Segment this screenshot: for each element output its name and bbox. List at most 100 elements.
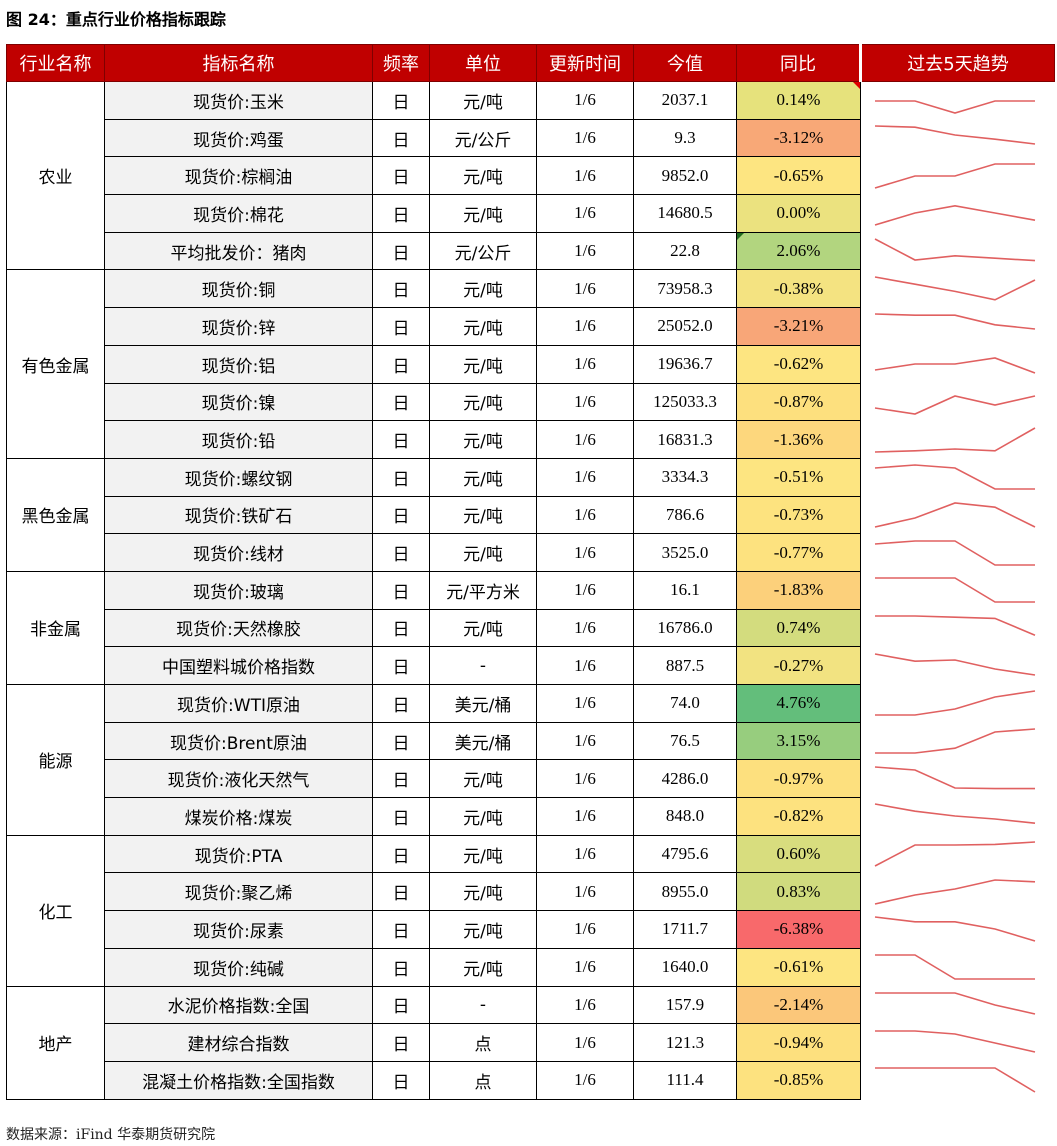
trend-sparkline [874, 502, 1036, 528]
yoy-value: -0.65% [773, 165, 824, 185]
current-value-cell: 3334.3 [633, 457, 737, 497]
frequency-cell: 日 [372, 382, 430, 422]
yoy-value: -0.62% [773, 354, 824, 374]
trend-line [874, 125, 1036, 145]
trend-cell [861, 798, 1055, 836]
indicator-name: 现货价:鸡蛋 [104, 118, 373, 158]
yoy-cell: -1.83% [736, 570, 861, 610]
yoy-value: -0.85% [773, 1070, 824, 1090]
yoy-value: -6.38% [773, 919, 824, 939]
current-value-cell: 1640.0 [633, 947, 737, 987]
unit-cell: 元/吨 [429, 495, 537, 535]
trend-sparkline [875, 1029, 1036, 1053]
yoy-cell: -0.82% [736, 797, 861, 836]
trend-sparkline [874, 395, 1036, 415]
header-indicator: 指标名称 [104, 44, 373, 82]
trend-cell [861, 948, 1055, 986]
unit-cell: 美元/桶 [429, 684, 537, 723]
table-row: 现货价:棕榈油日元/吨 1/6 9852.0 -0.65% [7, 156, 1055, 196]
yoy-cell: -0.65% [736, 156, 861, 196]
indicator-name: 现货价:铅 [104, 420, 373, 459]
table-row: 现货价:尿素日元/吨 1/6 1711.7 -6.38% [7, 910, 1055, 949]
unit-cell: 美元/桶 [429, 721, 537, 761]
trend-sparkline [875, 690, 1036, 717]
yoy-cell: -0.85% [736, 1060, 861, 1100]
trend-line [875, 615, 1036, 636]
current-value-cell: 4286.0 [633, 759, 737, 799]
trend-cell [861, 157, 1055, 195]
update-time-cell: 1/6 [536, 759, 634, 799]
trend-line [875, 1029, 1036, 1053]
indicator-name: 现货价:玉米 [104, 81, 373, 120]
yoy-value: -0.38% [773, 278, 824, 298]
trend-cell [861, 345, 1055, 383]
yoy-value: -0.87% [773, 391, 824, 411]
trend-cell [861, 685, 1055, 723]
industry-name: 地产 [6, 985, 105, 1100]
table-row: 能源 现货价:WTI原油日美元/桶 1/6 74.0 4.76% [6, 684, 1055, 836]
yoy-cell: -3.12% [736, 118, 861, 158]
indicator-name: 现货价:锌 [104, 307, 373, 346]
current-value-cell: 2037.1 [633, 81, 737, 120]
unit-cell: 元/吨 [429, 420, 537, 459]
table-row: 煤炭价格:煤炭日元/吨 1/6 848.0 -0.82% [7, 797, 1055, 836]
trend-cell [861, 722, 1055, 760]
header-yoy: 同比 [736, 44, 861, 82]
unit-cell: 元/吨 [429, 608, 537, 648]
trend-cell [861, 760, 1055, 798]
update-time-cell: 1/6 [536, 721, 634, 761]
frequency-cell: 日 [372, 872, 430, 912]
table-row: 现货价:Brent原油日美元/桶 1/6 76.5 3.15% [7, 721, 1055, 761]
trend-line [875, 954, 1035, 980]
trend-line [875, 690, 1036, 717]
indicator-name: 现货价:玻璃 [104, 570, 373, 610]
update-time-cell: 1/6 [536, 834, 634, 874]
update-time-cell: 1/6 [536, 872, 634, 912]
yoy-cell: 2.06% [736, 231, 861, 271]
current-value-cell: 848.0 [633, 797, 737, 836]
trend-sparkline [874, 916, 1036, 943]
update-time-cell: 1/6 [536, 797, 634, 836]
yoy-cell: -0.77% [736, 533, 861, 572]
trend-line [874, 916, 1036, 943]
trend-sparkline [874, 765, 1035, 790]
trend-line [874, 313, 1036, 331]
trend-sparkline [874, 803, 1036, 825]
header-industry: 行业名称 [6, 44, 105, 82]
trend-cell [861, 496, 1055, 534]
indicator-name: 水泥价格指数:全国 [104, 985, 373, 1025]
indicator-name: 现货价:铜 [104, 269, 373, 309]
table-row: 中国塑料城价格指数日 -1/6 887.5 -0.27% [7, 646, 1055, 685]
yoy-value: 3.15% [776, 731, 821, 751]
current-value-cell: 76.5 [633, 721, 737, 761]
trend-line [875, 99, 1035, 114]
current-value-cell: 16.1 [633, 570, 737, 610]
current-value-cell: 22.8 [633, 231, 737, 271]
trend-cell [861, 647, 1055, 685]
trend-line [874, 652, 1036, 676]
update-time-cell: 1/6 [536, 608, 634, 648]
current-value-cell: 157.9 [633, 985, 737, 1025]
unit-cell: - [429, 646, 537, 685]
trend-cell [861, 232, 1055, 270]
frequency-cell: 日 [372, 1023, 430, 1062]
indicator-name: 现货价:PTA [104, 834, 373, 874]
yoy-value: -1.36% [773, 429, 824, 449]
update-time-cell: 1/6 [536, 457, 634, 497]
unit-cell: 元/公斤 [429, 231, 537, 271]
industry-name: 非金属 [6, 570, 105, 686]
price-table: 行业名称 指标名称 频率 单位 更新时间 今值 同比 过去5天趋势 农业 现货价:… [6, 44, 1055, 1100]
yoy-value: -1.83% [773, 580, 824, 600]
trend-line [874, 765, 1035, 790]
update-time-cell: 1/6 [536, 344, 634, 384]
frequency-cell: 日 [372, 1060, 430, 1100]
current-value-cell: 19636.7 [633, 344, 737, 384]
indicator-name: 现货价:聚乙烯 [104, 872, 373, 912]
current-value-cell: 1711.7 [633, 910, 737, 949]
update-time-cell: 1/6 [536, 1060, 634, 1100]
table-row: 现货价:天然橡胶日元/吨 1/6 16786.0 0.74% [7, 608, 1055, 648]
trend-sparkline [874, 878, 1036, 905]
indicator-name: 现货价:纯碱 [104, 947, 373, 987]
unit-cell: 元/吨 [429, 194, 537, 233]
indicator-name: 现货价:尿素 [104, 910, 373, 949]
